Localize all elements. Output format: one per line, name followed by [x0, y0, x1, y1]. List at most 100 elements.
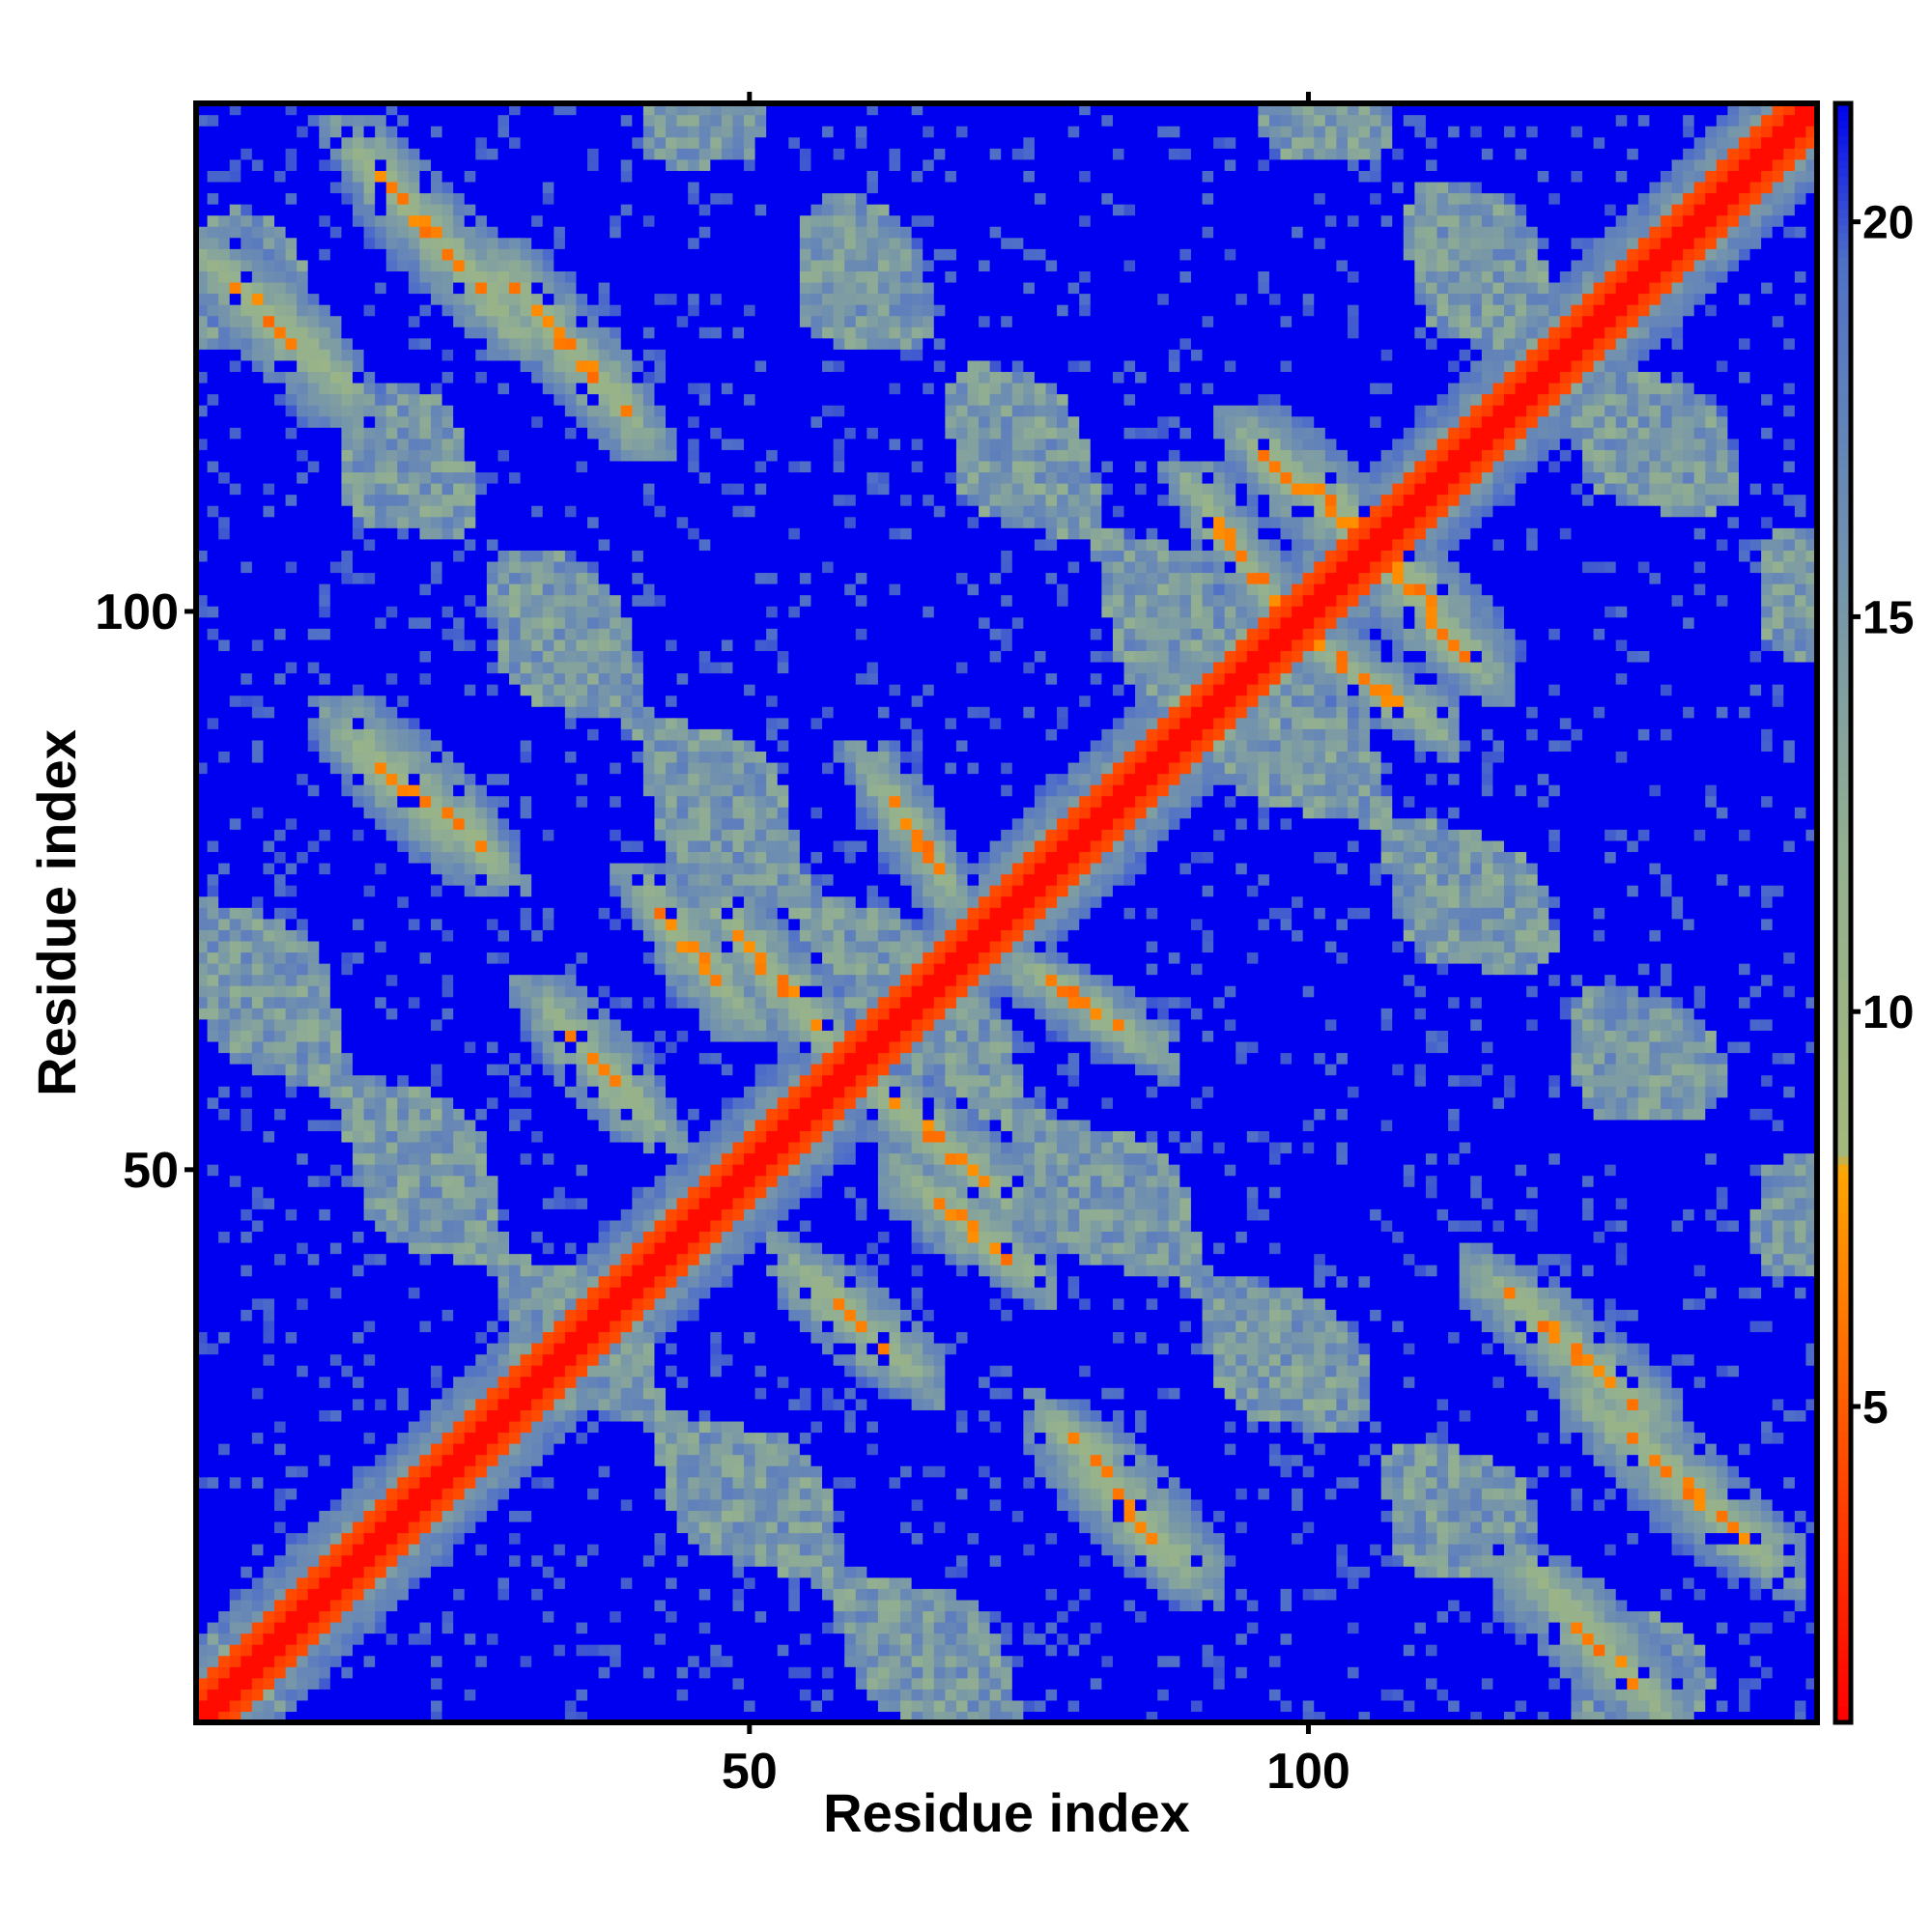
heatmap-cell [363, 583, 376, 596]
heatmap-cell [431, 907, 443, 920]
heatmap-cell [251, 1621, 265, 1634]
heatmap-cell [554, 1520, 566, 1534]
heatmap-cell [397, 1520, 410, 1534]
heatmap-cell [554, 1532, 566, 1545]
heatmap-cell [431, 1387, 443, 1400]
heatmap-cell [385, 1644, 398, 1657]
heatmap-cell [475, 895, 488, 908]
heatmap-cell [207, 1689, 219, 1701]
heatmap-cell [431, 895, 443, 908]
heatmap-cell [251, 1398, 265, 1410]
heatmap-cell [319, 505, 331, 518]
heatmap-cell [408, 1231, 421, 1243]
heatmap-cell [375, 1655, 387, 1667]
heatmap-cell [564, 181, 578, 194]
heatmap-cell [241, 449, 253, 462]
heatmap-cell [564, 695, 578, 707]
heatmap-cell [363, 1264, 376, 1277]
heatmap-cell [241, 359, 253, 373]
heatmap-cell [229, 1666, 242, 1679]
heatmap-cell [564, 1130, 578, 1143]
heatmap-cell [285, 1231, 298, 1243]
heatmap-cell [385, 460, 398, 473]
heatmap-cell [363, 1610, 376, 1623]
heatmap-cell [251, 952, 265, 964]
heatmap-cell [329, 359, 343, 373]
heatmap-cell [297, 1554, 309, 1567]
heatmap-cell [441, 304, 454, 317]
heatmap-cell [453, 885, 466, 897]
heatmap-cell [431, 158, 443, 171]
heatmap-cell [285, 1532, 298, 1545]
heatmap-cell [385, 1432, 398, 1444]
heatmap-cell [263, 1488, 275, 1500]
heatmap-cell [564, 1610, 578, 1623]
heatmap-cell [196, 1320, 209, 1333]
heatmap-cell [341, 1164, 354, 1177]
heatmap-cell [431, 1666, 443, 1679]
heatmap-cell [375, 1409, 387, 1422]
heatmap-cell [218, 1152, 231, 1165]
heatmap-cell [408, 1376, 421, 1388]
heatmap-cell [307, 929, 320, 942]
heatmap-cell [509, 1577, 522, 1589]
heatmap-cell [196, 170, 209, 183]
heatmap-cell [319, 1275, 331, 1288]
heatmap-cell [353, 985, 365, 998]
heatmap-cell [397, 1264, 410, 1277]
heatmap-cell [363, 148, 376, 160]
heatmap-cell [554, 1264, 566, 1277]
heatmap-cell [531, 739, 544, 752]
heatmap-cell [464, 851, 476, 864]
heatmap-cell [531, 427, 544, 440]
heatmap-cell [509, 393, 522, 406]
heatmap-cell [196, 1476, 209, 1489]
heatmap-cell [375, 1119, 387, 1131]
heatmap-cell [554, 248, 566, 261]
heatmap-cell [251, 1588, 265, 1601]
heatmap-cell [554, 695, 566, 707]
heatmap-cell [241, 1677, 253, 1690]
heatmap-cell [329, 1152, 343, 1165]
heatmap-cell [564, 594, 578, 607]
heatmap-cell [475, 684, 488, 696]
heatmap-cell [542, 405, 554, 417]
heatmap-cell [274, 661, 287, 674]
heatmap-cell [329, 1331, 343, 1344]
heatmap-cell [520, 550, 532, 562]
heatmap-cell [441, 1532, 454, 1545]
heatmap-cell [251, 405, 265, 417]
heatmap-cell [353, 237, 365, 249]
heatmap-cell [542, 996, 554, 1009]
heatmap-cell [554, 1241, 566, 1255]
heatmap-cell [542, 1699, 554, 1713]
heatmap-cell [319, 550, 331, 562]
heatmap-cell [196, 192, 209, 205]
heatmap-cell [431, 1520, 443, 1534]
heatmap-cell [453, 1152, 466, 1165]
heatmap-cell [341, 1532, 354, 1545]
heatmap-cell [229, 371, 242, 384]
heatmap-cell [196, 1086, 209, 1098]
heatmap-cell [497, 672, 510, 685]
heatmap-cell [419, 1566, 432, 1578]
heatmap-cell [274, 1443, 287, 1456]
heatmap-cell [263, 1554, 275, 1567]
heatmap-cell [375, 1387, 387, 1400]
heatmap-cell [408, 460, 421, 473]
heatmap-cell [486, 1086, 499, 1098]
heatmap-cell [576, 1398, 588, 1410]
heatmap-cell [564, 1476, 578, 1489]
heatmap-cell [241, 1365, 253, 1378]
heatmap-cell [419, 773, 432, 785]
heatmap-cell [307, 527, 320, 540]
heatmap-cell [363, 1510, 376, 1522]
heatmap-cell [554, 226, 566, 239]
heatmap-cell [341, 706, 354, 719]
heatmap-cell [363, 1554, 376, 1567]
heatmap-cell [307, 862, 320, 875]
heatmap-cell [353, 616, 365, 629]
heatmap-cell [218, 1677, 231, 1690]
heatmap-cell [531, 359, 544, 373]
heatmap-cell [329, 572, 343, 584]
